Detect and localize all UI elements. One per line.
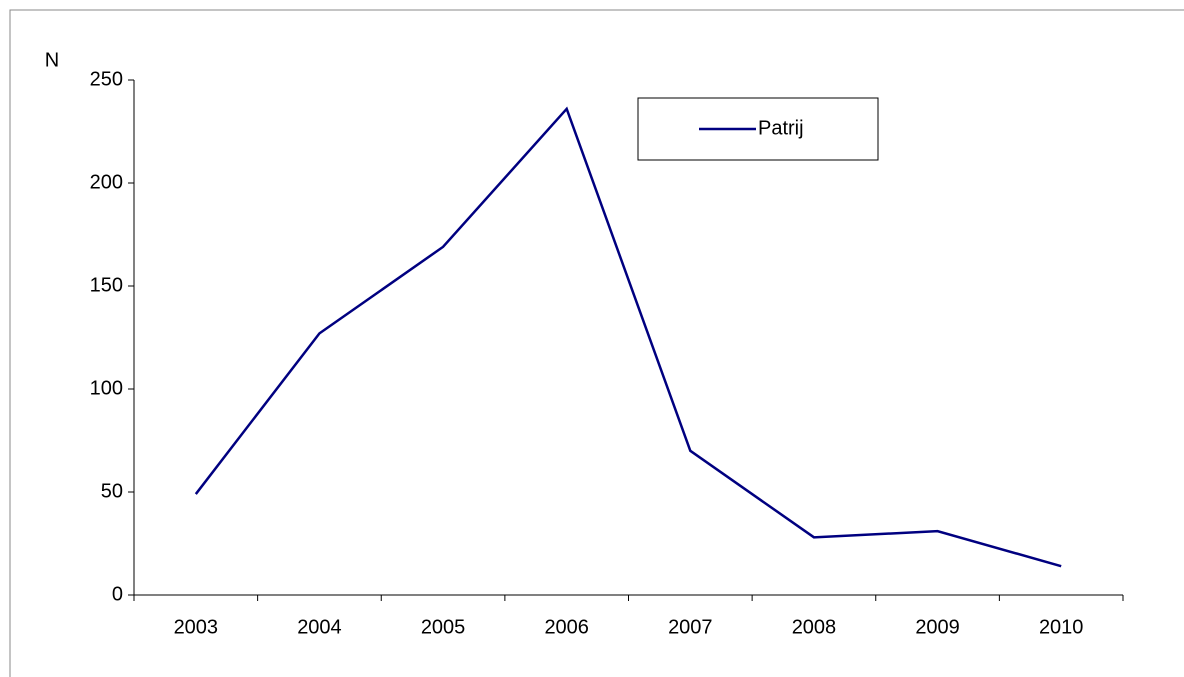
y-tick-label: 50 — [101, 480, 123, 502]
x-tick-label: 2004 — [297, 616, 342, 638]
x-tick-label: 2003 — [174, 616, 219, 638]
y-axis-label: N — [45, 49, 59, 71]
x-tick-label: 2008 — [792, 616, 837, 638]
legend-label: Patrij — [758, 117, 804, 139]
x-tick-label: 2006 — [544, 616, 589, 638]
line-series — [194, 106, 1062, 568]
x-tick-label: 2010 — [1039, 616, 1084, 638]
chart-frame — [9, 9, 1184, 677]
x-tick-label: 2005 — [421, 616, 466, 638]
x-tick-label: 2009 — [915, 616, 960, 638]
y-tick-label: 150 — [90, 274, 123, 296]
x-tick-label: 2007 — [668, 616, 713, 638]
y-tick-label: 100 — [90, 377, 123, 399]
y-tick-label: 0 — [112, 583, 123, 605]
legend-box — [637, 97, 879, 161]
y-tick-label: 250 — [90, 68, 123, 90]
y-tick-label: 200 — [90, 171, 123, 193]
